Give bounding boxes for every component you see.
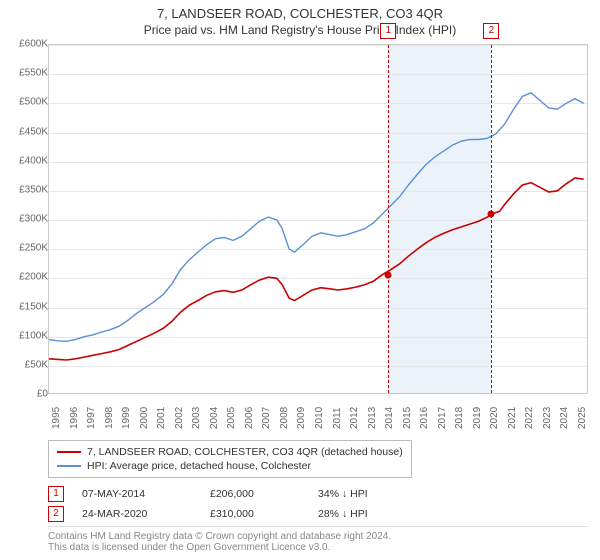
y-axis-label: £50K (4, 359, 48, 370)
line-layer (49, 45, 589, 395)
y-axis-label: £350K (4, 184, 48, 195)
x-axis-label: 1996 (69, 407, 80, 429)
y-axis-label: £100K (4, 330, 48, 341)
sale-index: 1 (48, 486, 64, 502)
x-axis-label: 2024 (559, 407, 570, 429)
sale-price: £206,000 (210, 488, 300, 500)
y-axis-label: £300K (4, 214, 48, 225)
x-axis-label: 2002 (174, 407, 185, 429)
x-axis-label: 2014 (384, 407, 395, 429)
series-subject (49, 178, 584, 360)
x-axis-label: 1995 (51, 407, 62, 429)
x-axis-label: 2022 (524, 407, 535, 429)
x-axis-label: 2001 (156, 407, 167, 429)
x-axis-label: 2004 (209, 407, 220, 429)
plot-region: 12 (48, 44, 588, 394)
y-axis-label: £450K (4, 126, 48, 137)
footer-attribution: Contains HM Land Registry data © Crown c… (48, 526, 588, 553)
legend-row: 7, LANDSEER ROAD, COLCHESTER, CO3 4QR (d… (57, 445, 403, 459)
event-vline (388, 45, 389, 393)
x-axis-label: 2012 (349, 407, 360, 429)
y-axis-label: £600K (4, 39, 48, 50)
y-axis-label: £150K (4, 301, 48, 312)
x-axis-label: 2011 (332, 407, 343, 429)
footer-line-1: Contains HM Land Registry data © Crown c… (48, 531, 588, 542)
x-axis-label: 2008 (279, 407, 290, 429)
x-axis-label: 1999 (121, 407, 132, 429)
x-axis-label: 2006 (244, 407, 255, 429)
y-axis-label: £500K (4, 97, 48, 108)
x-axis-label: 2009 (296, 407, 307, 429)
event-vline (491, 45, 492, 393)
legend: 7, LANDSEER ROAD, COLCHESTER, CO3 4QR (d… (48, 440, 412, 478)
y-axis-label: £550K (4, 68, 48, 79)
x-axis-label: 1998 (104, 407, 115, 429)
sale-marker-dot (385, 271, 392, 278)
event-marker-label: 2 (483, 23, 499, 39)
sale-price: £310,000 (210, 508, 300, 520)
sale-date: 07-MAY-2014 (82, 488, 192, 500)
series-hpi (49, 93, 584, 341)
legend-label: 7, LANDSEER ROAD, COLCHESTER, CO3 4QR (d… (87, 446, 403, 458)
chart-subtitle: Price paid vs. HM Land Registry's House … (0, 21, 600, 41)
legend-label: HPI: Average price, detached house, Colc… (87, 460, 311, 472)
sale-row: 2 24-MAR-2020 £310,000 28% HPI (48, 504, 368, 524)
event-marker-label: 1 (380, 23, 396, 39)
footer-line-2: This data is licensed under the Open Gov… (48, 542, 588, 553)
x-axis-label: 2007 (261, 407, 272, 429)
y-axis-label: £0 (4, 389, 48, 400)
x-axis-label: 2013 (367, 407, 378, 429)
x-axis-label: 2021 (507, 407, 518, 429)
legend-swatch (57, 451, 81, 453)
chart-title: 7, LANDSEER ROAD, COLCHESTER, CO3 4QR (0, 0, 600, 21)
x-axis-label: 2015 (402, 407, 413, 429)
y-axis-label: £250K (4, 243, 48, 254)
legend-swatch (57, 465, 81, 467)
sale-delta: 34% HPI (318, 488, 368, 500)
sale-date: 24-MAR-2020 (82, 508, 192, 520)
y-axis-label: £200K (4, 272, 48, 283)
x-axis-label: 2018 (454, 407, 465, 429)
sale-delta: 28% HPI (318, 508, 368, 520)
sale-marker-dot (488, 211, 495, 218)
x-axis-label: 2019 (472, 407, 483, 429)
x-axis-label: 2017 (437, 407, 448, 429)
x-axis-label: 1997 (86, 407, 97, 429)
x-axis-label: 2000 (139, 407, 150, 429)
x-axis-label: 2016 (419, 407, 430, 429)
sale-row: 1 07-MAY-2014 £206,000 34% HPI (48, 484, 368, 504)
x-axis-label: 2010 (314, 407, 325, 429)
legend-row: HPI: Average price, detached house, Colc… (57, 459, 403, 473)
chart-area: 12 1995199619971998199920002001200220032… (48, 44, 588, 414)
x-axis-label: 2025 (577, 407, 588, 429)
x-axis-label: 2003 (191, 407, 202, 429)
sales-table: 1 07-MAY-2014 £206,000 34% HPI 2 24-MAR-2020 £… (48, 484, 368, 524)
x-axis-label: 2005 (226, 407, 237, 429)
y-axis-label: £400K (4, 155, 48, 166)
x-axis-label: 2023 (542, 407, 553, 429)
x-axis-label: 2020 (489, 407, 500, 429)
sale-index: 2 (48, 506, 64, 522)
